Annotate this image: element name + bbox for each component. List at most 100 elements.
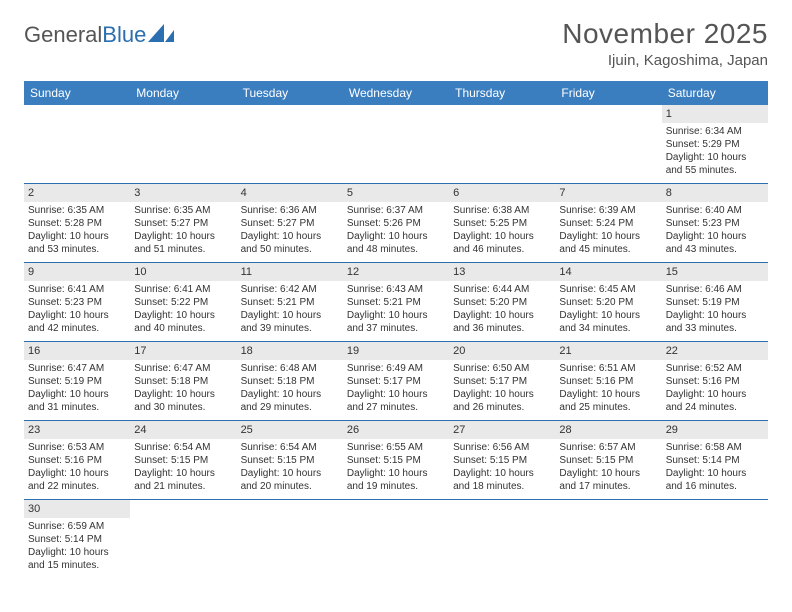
sunset-text: Sunset: 5:21 PM (347, 296, 445, 309)
sunrise-text: Sunrise: 6:38 AM (453, 204, 551, 217)
daylight1-text: Daylight: 10 hours (241, 388, 339, 401)
sunset-text: Sunset: 5:29 PM (666, 138, 764, 151)
daylight1-text: Daylight: 10 hours (559, 230, 657, 243)
sunrise-text: Sunrise: 6:50 AM (453, 362, 551, 375)
sunset-text: Sunset: 5:28 PM (28, 217, 126, 230)
daylight2-text: and 48 minutes. (347, 243, 445, 256)
calendar-cell-empty (449, 500, 555, 578)
calendar-cell: 29Sunrise: 6:58 AMSunset: 5:14 PMDayligh… (662, 421, 768, 499)
sunset-text: Sunset: 5:17 PM (347, 375, 445, 388)
day-number: 12 (343, 263, 449, 281)
calendar-cell: 22Sunrise: 6:52 AMSunset: 5:16 PMDayligh… (662, 342, 768, 420)
sunset-text: Sunset: 5:24 PM (559, 217, 657, 230)
daylight2-text: and 24 minutes. (666, 401, 764, 414)
day-number: 26 (343, 421, 449, 439)
calendar-cell: 8Sunrise: 6:40 AMSunset: 5:23 PMDaylight… (662, 184, 768, 262)
sunset-text: Sunset: 5:27 PM (134, 217, 232, 230)
sunrise-text: Sunrise: 6:53 AM (28, 441, 126, 454)
calendar-cell-empty (449, 105, 555, 183)
sunset-text: Sunset: 5:19 PM (28, 375, 126, 388)
calendar-cell: 28Sunrise: 6:57 AMSunset: 5:15 PMDayligh… (555, 421, 661, 499)
daylight2-text: and 36 minutes. (453, 322, 551, 335)
calendar-cell: 5Sunrise: 6:37 AMSunset: 5:26 PMDaylight… (343, 184, 449, 262)
calendar-cell: 20Sunrise: 6:50 AMSunset: 5:17 PMDayligh… (449, 342, 555, 420)
daylight2-text: and 21 minutes. (134, 480, 232, 493)
daylight1-text: Daylight: 10 hours (28, 467, 126, 480)
daylight1-text: Daylight: 10 hours (453, 388, 551, 401)
daylight2-text: and 46 minutes. (453, 243, 551, 256)
day-header-cell: Thursday (449, 81, 555, 105)
daylight2-text: and 42 minutes. (28, 322, 126, 335)
sunset-text: Sunset: 5:15 PM (453, 454, 551, 467)
day-number: 29 (662, 421, 768, 439)
calendar: Sunday Monday Tuesday Wednesday Thursday… (24, 81, 768, 578)
sunrise-text: Sunrise: 6:51 AM (559, 362, 657, 375)
sunset-text: Sunset: 5:18 PM (241, 375, 339, 388)
day-number: 1 (662, 105, 768, 123)
day-number: 15 (662, 263, 768, 281)
daylight2-text: and 26 minutes. (453, 401, 551, 414)
daylight2-text: and 17 minutes. (559, 480, 657, 493)
daylight1-text: Daylight: 10 hours (28, 388, 126, 401)
day-header-cell: Sunday (24, 81, 130, 105)
daylight2-text: and 31 minutes. (28, 401, 126, 414)
calendar-cell-empty (555, 105, 661, 183)
sunrise-text: Sunrise: 6:40 AM (666, 204, 764, 217)
calendar-cell: 18Sunrise: 6:48 AMSunset: 5:18 PMDayligh… (237, 342, 343, 420)
day-number: 4 (237, 184, 343, 202)
daylight1-text: Daylight: 10 hours (134, 388, 232, 401)
daylight1-text: Daylight: 10 hours (28, 309, 126, 322)
daylight1-text: Daylight: 10 hours (347, 467, 445, 480)
sunrise-text: Sunrise: 6:52 AM (666, 362, 764, 375)
weeks-container: 1Sunrise: 6:34 AMSunset: 5:29 PMDaylight… (24, 105, 768, 578)
header: GeneralBlue November 2025 Ijuin, Kagoshi… (0, 0, 792, 75)
calendar-cell: 24Sunrise: 6:54 AMSunset: 5:15 PMDayligh… (130, 421, 236, 499)
calendar-cell: 12Sunrise: 6:43 AMSunset: 5:21 PMDayligh… (343, 263, 449, 341)
sunset-text: Sunset: 5:17 PM (453, 375, 551, 388)
sunset-text: Sunset: 5:22 PM (134, 296, 232, 309)
day-number: 21 (555, 342, 661, 360)
title-block: November 2025 Ijuin, Kagoshima, Japan (562, 18, 768, 69)
sunrise-text: Sunrise: 6:46 AM (666, 283, 764, 296)
sunset-text: Sunset: 5:16 PM (559, 375, 657, 388)
week-row: 30Sunrise: 6:59 AMSunset: 5:14 PMDayligh… (24, 500, 768, 578)
daylight2-text: and 39 minutes. (241, 322, 339, 335)
sunrise-text: Sunrise: 6:57 AM (559, 441, 657, 454)
sunset-text: Sunset: 5:20 PM (559, 296, 657, 309)
sunrise-text: Sunrise: 6:42 AM (241, 283, 339, 296)
daylight1-text: Daylight: 10 hours (666, 230, 764, 243)
calendar-cell: 9Sunrise: 6:41 AMSunset: 5:23 PMDaylight… (24, 263, 130, 341)
calendar-cell: 27Sunrise: 6:56 AMSunset: 5:15 PMDayligh… (449, 421, 555, 499)
daylight2-text: and 33 minutes. (666, 322, 764, 335)
day-number: 6 (449, 184, 555, 202)
daylight1-text: Daylight: 10 hours (453, 467, 551, 480)
sunrise-text: Sunrise: 6:47 AM (28, 362, 126, 375)
daylight2-text: and 27 minutes. (347, 401, 445, 414)
sunrise-text: Sunrise: 6:59 AM (28, 520, 126, 533)
logo-text-blue: Blue (102, 22, 146, 48)
daylight2-text: and 29 minutes. (241, 401, 339, 414)
calendar-cell: 11Sunrise: 6:42 AMSunset: 5:21 PMDayligh… (237, 263, 343, 341)
day-header-cell: Tuesday (237, 81, 343, 105)
day-number: 28 (555, 421, 661, 439)
calendar-cell: 2Sunrise: 6:35 AMSunset: 5:28 PMDaylight… (24, 184, 130, 262)
calendar-cell: 4Sunrise: 6:36 AMSunset: 5:27 PMDaylight… (237, 184, 343, 262)
daylight1-text: Daylight: 10 hours (28, 546, 126, 559)
sunrise-text: Sunrise: 6:45 AM (559, 283, 657, 296)
daylight1-text: Daylight: 10 hours (241, 309, 339, 322)
calendar-cell-empty (130, 500, 236, 578)
calendar-cell: 10Sunrise: 6:41 AMSunset: 5:22 PMDayligh… (130, 263, 236, 341)
day-number: 5 (343, 184, 449, 202)
calendar-cell: 13Sunrise: 6:44 AMSunset: 5:20 PMDayligh… (449, 263, 555, 341)
daylight2-text: and 43 minutes. (666, 243, 764, 256)
sunset-text: Sunset: 5:19 PM (666, 296, 764, 309)
day-number: 13 (449, 263, 555, 281)
daylight2-text: and 16 minutes. (666, 480, 764, 493)
sunset-text: Sunset: 5:23 PM (28, 296, 126, 309)
daylight2-text: and 15 minutes. (28, 559, 126, 572)
sunrise-text: Sunrise: 6:41 AM (134, 283, 232, 296)
daylight1-text: Daylight: 10 hours (347, 230, 445, 243)
day-number: 18 (237, 342, 343, 360)
sunset-text: Sunset: 5:25 PM (453, 217, 551, 230)
sunrise-text: Sunrise: 6:54 AM (134, 441, 232, 454)
